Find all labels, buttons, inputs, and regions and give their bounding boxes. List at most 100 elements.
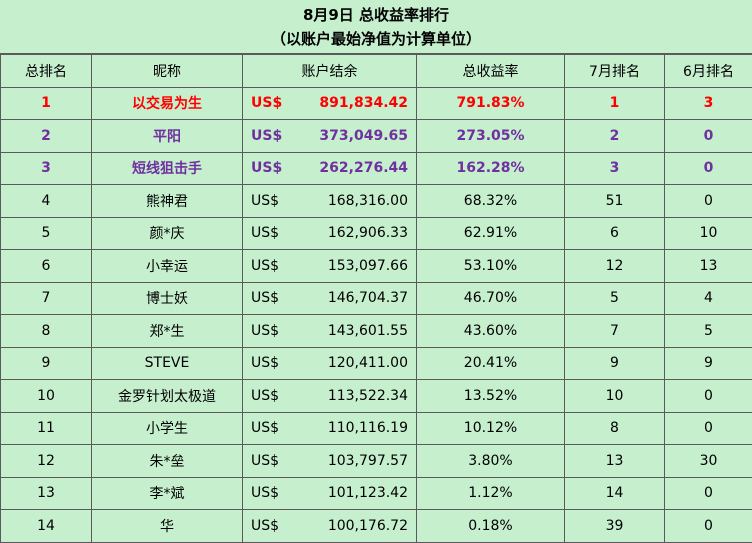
june-rank-cell: 0 [665, 152, 752, 185]
july-rank-cell: 14 [565, 477, 665, 510]
nickname-cell: 熊神君 [92, 185, 243, 218]
july-rank-cell: 1 [565, 87, 665, 120]
june-rank-cell: 0 [665, 185, 752, 218]
balance-amount: 100,176.72 [328, 518, 408, 534]
currency-label: US$ [251, 485, 279, 501]
total-return-cell: 162.28% [417, 152, 565, 185]
june-rank-cell: 3 [665, 87, 752, 120]
june-rank-cell: 13 [665, 250, 752, 283]
total-return-cell: 20.41% [417, 347, 565, 380]
total-return-cell: 3.80% [417, 445, 565, 478]
currency-label: US$ [251, 193, 279, 209]
currency-label: US$ [251, 258, 279, 274]
nickname-cell: 小学生 [92, 412, 243, 445]
july-rank-cell: 8 [565, 412, 665, 445]
rank-cell: 13 [1, 477, 92, 510]
nickname-cell: 金罗针划太极道 [92, 380, 243, 413]
total-return-cell: 43.60% [417, 315, 565, 348]
rank-cell: 6 [1, 250, 92, 283]
balance-amount: 373,049.65 [319, 128, 408, 144]
total-return-cell: 68.32% [417, 185, 565, 218]
nickname-cell: 以交易为生 [92, 87, 243, 120]
balance-amount: 168,316.00 [328, 193, 408, 209]
june-rank-cell: 5 [665, 315, 752, 348]
total-return-cell: 53.10% [417, 250, 565, 283]
total-return-cell: 273.05% [417, 120, 565, 153]
july-rank-cell: 7 [565, 315, 665, 348]
currency-label: US$ [251, 225, 279, 241]
rank-cell: 5 [1, 217, 92, 250]
nickname-cell: 小幸运 [92, 250, 243, 283]
june-rank-cell: 0 [665, 120, 752, 153]
june-rank-cell: 4 [665, 282, 752, 315]
july-rank-cell: 13 [565, 445, 665, 478]
balance-cell: US$ 168,316.00 [243, 185, 417, 218]
rank-cell: 11 [1, 412, 92, 445]
rank-cell: 1 [1, 87, 92, 120]
total-return-cell: 13.52% [417, 380, 565, 413]
balance-amount: 891,834.42 [319, 95, 408, 111]
june-rank-cell: 10 [665, 217, 752, 250]
balance-cell: US$ 891,834.42 [243, 87, 417, 120]
total-return-cell: 0.18% [417, 510, 565, 543]
header-july-rank: 7月排名 [565, 55, 665, 88]
title-line-2: （以账户最始净值为计算单位） [0, 27, 752, 51]
june-rank-cell: 30 [665, 445, 752, 478]
balance-amount: 103,797.57 [328, 453, 408, 469]
currency-label: US$ [251, 323, 279, 339]
rank-cell: 10 [1, 380, 92, 413]
nickname-cell: 博士妖 [92, 282, 243, 315]
june-rank-cell: 0 [665, 412, 752, 445]
june-rank-cell: 9 [665, 347, 752, 380]
header-balance: 账户结余 [243, 55, 417, 88]
balance-cell: US$ 153,097.66 [243, 250, 417, 283]
currency-label: US$ [251, 290, 279, 306]
balance-cell: US$100,176.72 [243, 510, 417, 543]
july-rank-cell: 3 [565, 152, 665, 185]
currency-label: US$ [251, 355, 279, 371]
balance-cell: US$110,116.19 [243, 412, 417, 445]
july-rank-cell: 51 [565, 185, 665, 218]
balance-amount: 162,906.33 [328, 225, 408, 241]
nickname-cell: 华 [92, 510, 243, 543]
balance-amount: 143,601.55 [328, 323, 408, 339]
june-rank-cell: 0 [665, 510, 752, 543]
currency-label: US$ [251, 128, 282, 144]
nickname-cell: 李*斌 [92, 477, 243, 510]
header-row: 总排名 昵称 账户结余 总收益率 7月排名 6月排名 [1, 55, 752, 88]
rank-cell: 2 [1, 120, 92, 153]
nickname-cell: 平阳 [92, 120, 243, 153]
rank-cell: 3 [1, 152, 92, 185]
balance-amount: 101,123.42 [328, 485, 408, 501]
header-nickname: 昵称 [92, 55, 243, 88]
rank-cell: 8 [1, 315, 92, 348]
nickname-cell: 郑*生 [92, 315, 243, 348]
balance-amount: 110,116.19 [328, 420, 408, 436]
nickname-cell: 朱*垒 [92, 445, 243, 478]
nickname-cell: STEVE [92, 347, 243, 380]
july-rank-cell: 5 [565, 282, 665, 315]
july-rank-cell: 6 [565, 217, 665, 250]
balance-cell: US$262,276.44 [243, 152, 417, 185]
title-block: 8月9日 总收益率排行 （以账户最始净值为计算单位） [0, 0, 752, 54]
currency-label: US$ [251, 95, 282, 111]
total-return-cell: 10.12% [417, 412, 565, 445]
july-rank-cell: 10 [565, 380, 665, 413]
july-rank-cell: 12 [565, 250, 665, 283]
total-return-cell: 791.83% [417, 87, 565, 120]
balance-amount: 153,097.66 [328, 258, 408, 274]
balance-cell: US$120,411.00 [243, 347, 417, 380]
